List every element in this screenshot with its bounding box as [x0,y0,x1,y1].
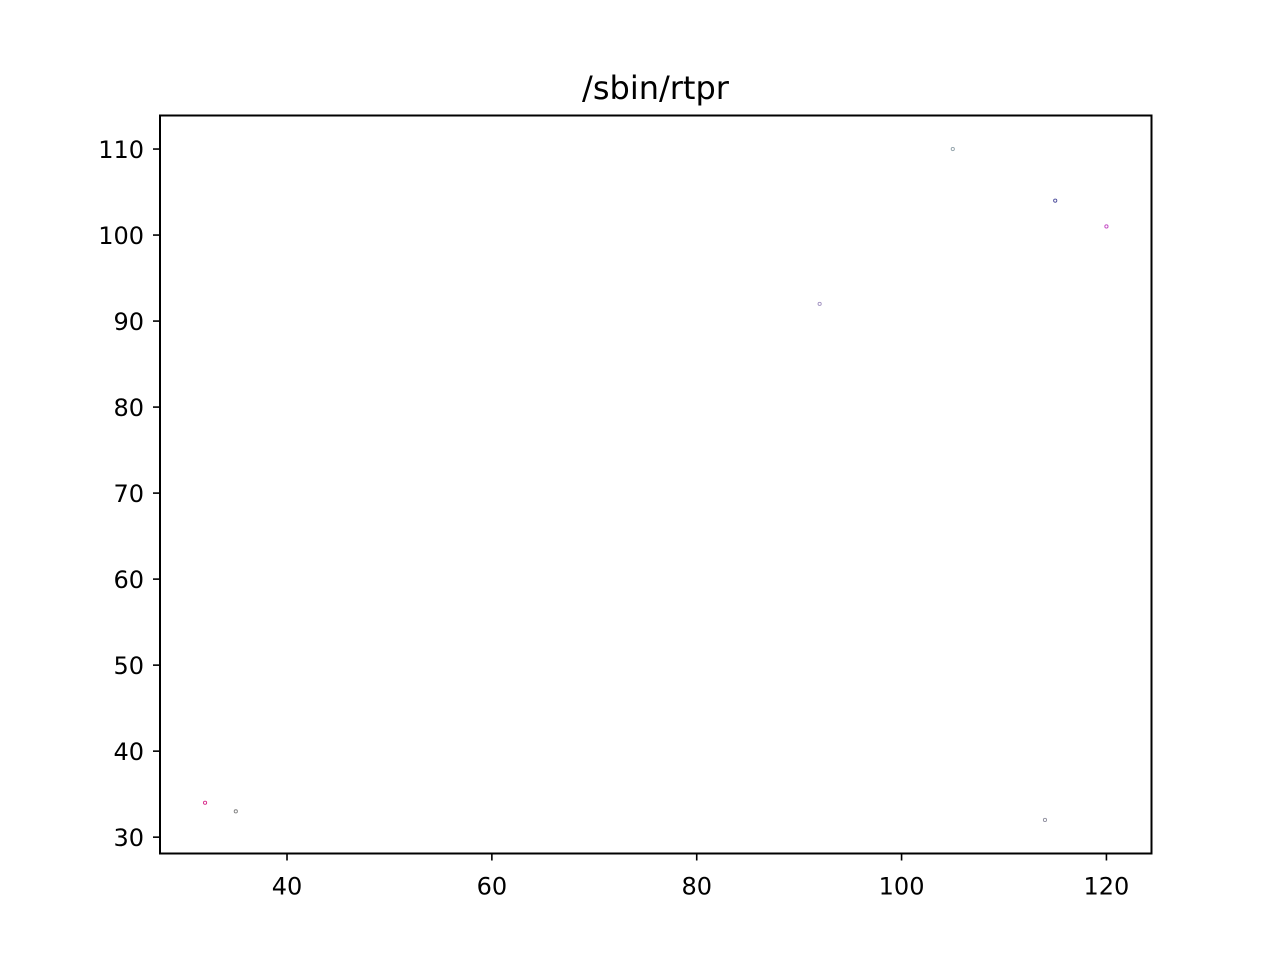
plot-area-frame [159,114,1153,855]
data-points [203,146,1109,823]
x-tick-label: 80 [681,873,712,901]
y-tick-label: 70 [113,480,144,508]
scatter-point [233,809,238,814]
axis-ticks: 40 60 80 100 120 30 40 50 60 70 80 90 100 110 [98,136,1129,900]
y-tick-label: 90 [113,308,144,336]
y-tick-label: 100 [98,222,144,250]
scatter-point [1042,817,1048,823]
scatter-point [950,146,955,152]
scatter-point [817,301,822,306]
x-tick-label: 40 [272,873,303,901]
y-tick-label: 40 [113,738,144,766]
y-tick-label: 50 [113,652,144,680]
chart-title: /sbin/rtpr [582,69,730,107]
y-tick-label: 80 [113,394,144,422]
y-tick-label: 60 [113,566,144,594]
y-tick-label: 30 [113,824,144,852]
scatter-point [1053,198,1058,203]
x-tick-label: 100 [879,873,925,901]
scatter-point [1104,224,1109,229]
x-tick-label: 120 [1084,873,1130,901]
x-tick-label: 60 [477,873,508,901]
y-tick-label: 110 [98,136,144,164]
scatter-point [203,800,208,805]
